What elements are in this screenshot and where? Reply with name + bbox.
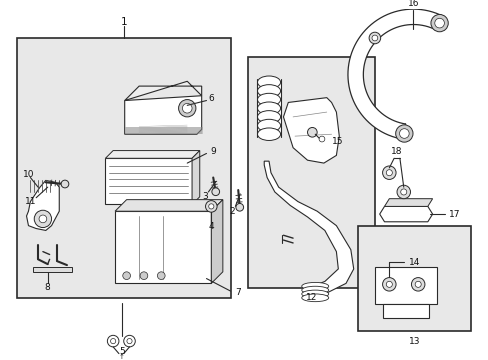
Circle shape xyxy=(178,100,196,117)
Circle shape xyxy=(414,281,420,287)
Text: 16: 16 xyxy=(407,0,418,8)
Circle shape xyxy=(123,335,135,347)
Circle shape xyxy=(61,180,69,188)
Ellipse shape xyxy=(301,282,328,290)
Text: 4: 4 xyxy=(208,222,214,231)
Circle shape xyxy=(382,166,395,179)
Polygon shape xyxy=(211,200,223,283)
Text: 3: 3 xyxy=(202,192,208,201)
Text: 15: 15 xyxy=(331,138,343,147)
Ellipse shape xyxy=(257,128,280,140)
Circle shape xyxy=(235,203,243,211)
Ellipse shape xyxy=(257,93,280,106)
Text: 14: 14 xyxy=(408,258,419,267)
Polygon shape xyxy=(105,150,199,158)
Circle shape xyxy=(205,201,217,212)
Polygon shape xyxy=(26,180,59,230)
Polygon shape xyxy=(192,150,199,204)
Bar xyxy=(17,38,230,298)
Circle shape xyxy=(371,35,377,41)
Ellipse shape xyxy=(257,76,280,89)
Circle shape xyxy=(127,338,132,344)
Polygon shape xyxy=(283,98,339,163)
Ellipse shape xyxy=(257,119,280,132)
Bar xyxy=(257,79,280,137)
Circle shape xyxy=(107,335,119,347)
Text: 12: 12 xyxy=(305,293,316,302)
Circle shape xyxy=(122,272,130,279)
Polygon shape xyxy=(347,9,442,139)
Circle shape xyxy=(434,18,444,28)
Polygon shape xyxy=(379,206,432,222)
Circle shape xyxy=(400,189,406,195)
Text: 6: 6 xyxy=(208,94,214,103)
Circle shape xyxy=(386,281,391,287)
Polygon shape xyxy=(124,81,201,100)
Circle shape xyxy=(157,272,165,279)
Circle shape xyxy=(368,32,380,44)
Text: 17: 17 xyxy=(448,210,460,219)
Polygon shape xyxy=(264,161,353,293)
Circle shape xyxy=(307,127,317,137)
Circle shape xyxy=(396,185,409,199)
Text: 18: 18 xyxy=(390,147,402,156)
Circle shape xyxy=(39,215,47,223)
Ellipse shape xyxy=(257,111,280,123)
Circle shape xyxy=(395,125,412,142)
Circle shape xyxy=(319,136,324,142)
Bar xyxy=(382,303,428,318)
Circle shape xyxy=(208,204,213,209)
Text: 1: 1 xyxy=(120,17,127,27)
Text: 7: 7 xyxy=(235,288,241,297)
Text: 13: 13 xyxy=(408,337,419,346)
Text: 2: 2 xyxy=(229,207,235,216)
Text: 9: 9 xyxy=(210,147,216,156)
Bar xyxy=(357,226,470,332)
Circle shape xyxy=(382,278,395,291)
Polygon shape xyxy=(115,200,223,211)
Ellipse shape xyxy=(301,290,328,298)
Circle shape xyxy=(386,170,391,176)
Text: 10: 10 xyxy=(22,170,34,179)
Polygon shape xyxy=(384,199,432,206)
Ellipse shape xyxy=(301,294,328,302)
Bar xyxy=(374,267,437,303)
Bar xyxy=(115,211,211,283)
Circle shape xyxy=(211,188,219,195)
Bar xyxy=(33,267,72,272)
Text: 5: 5 xyxy=(119,347,124,356)
Circle shape xyxy=(110,338,116,344)
Text: ↑: ↑ xyxy=(119,354,124,360)
Bar xyxy=(105,158,192,204)
Ellipse shape xyxy=(257,102,280,114)
Text: 8: 8 xyxy=(45,283,50,292)
Circle shape xyxy=(140,272,147,279)
Ellipse shape xyxy=(257,85,280,97)
Circle shape xyxy=(34,210,51,228)
Polygon shape xyxy=(124,96,201,134)
Text: 11: 11 xyxy=(24,197,36,206)
Circle shape xyxy=(399,129,408,138)
Bar xyxy=(247,57,374,288)
Circle shape xyxy=(430,14,447,32)
Circle shape xyxy=(182,103,192,113)
Ellipse shape xyxy=(301,286,328,294)
Circle shape xyxy=(410,278,424,291)
